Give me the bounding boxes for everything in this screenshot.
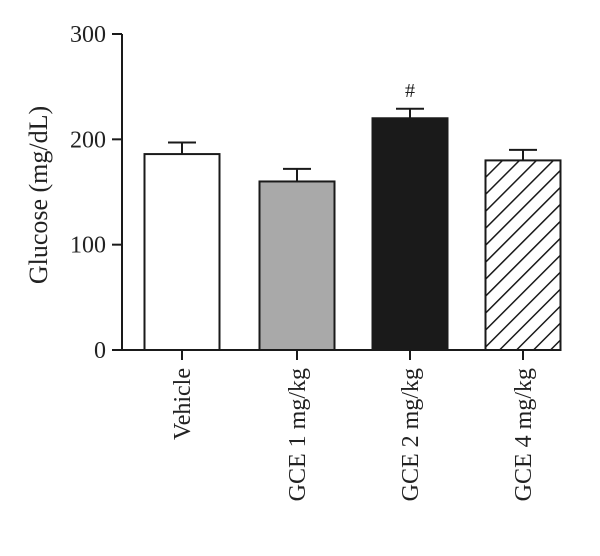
bar-4 (484, 159, 562, 351)
x-tick-label: GCE 2 mg/kg (398, 368, 424, 501)
y-tick-label: 100 (70, 233, 106, 259)
x-tick-label: GCE 1 mg/kg (285, 368, 311, 501)
x-tick-label: GCE 4 mg/kg (511, 368, 537, 501)
bar-2 (258, 180, 336, 351)
labels: Vehicle GCE 1 mg/kg GCE 2 mg/kg # GCE 4 mg/k… (170, 80, 537, 502)
bar-1 (143, 153, 221, 351)
significance-marker: # (405, 80, 415, 102)
y-tick-label: 0 (94, 338, 106, 364)
x-tick-label: Vehicle (170, 368, 196, 440)
y-axis-label: Glucose (mg/dL) (24, 106, 53, 284)
bar-3 (371, 117, 449, 352)
bars (143, 107, 562, 352)
y-tick-label: 300 (70, 22, 106, 48)
y-tick-label: 200 (70, 127, 106, 153)
